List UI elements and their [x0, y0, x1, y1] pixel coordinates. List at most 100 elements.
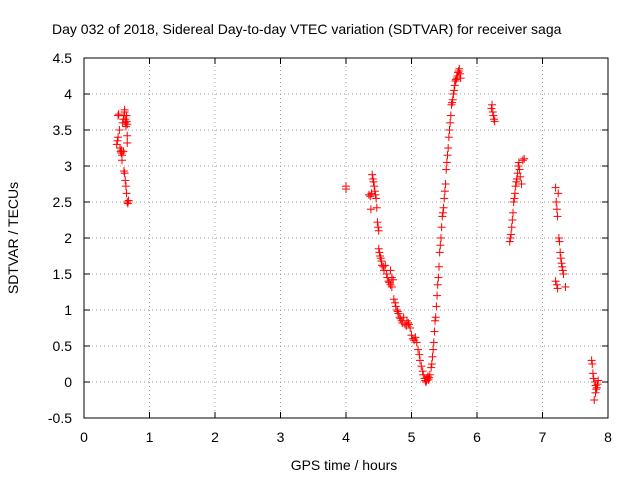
data-point	[557, 259, 566, 268]
data-point	[592, 383, 601, 392]
data-point	[552, 280, 561, 289]
x-tick-labels: 0 1 2 3 4 5 6 7 8	[80, 429, 612, 445]
x-axis-label: GPS time / hours	[291, 457, 398, 473]
data-point	[374, 226, 383, 235]
data-point	[591, 381, 600, 390]
data-point	[369, 177, 378, 186]
data-point	[124, 196, 133, 205]
data-point	[374, 223, 383, 232]
data-point	[551, 183, 560, 192]
y-tick-label: 0	[64, 374, 72, 390]
data-point	[438, 212, 447, 221]
data-point	[553, 284, 562, 293]
y-tick-label: 1	[64, 302, 72, 318]
data-point	[366, 205, 375, 214]
data-point	[510, 194, 519, 203]
data-point	[117, 146, 126, 155]
data-point	[387, 273, 396, 282]
data-point	[588, 369, 597, 378]
data-point	[514, 158, 523, 167]
data-point	[435, 248, 444, 257]
data-point	[518, 156, 527, 165]
data-point	[382, 270, 391, 278]
data-point	[489, 111, 498, 120]
data-point	[558, 266, 567, 275]
data-point	[418, 367, 427, 376]
data-point	[455, 64, 464, 73]
data-point	[387, 282, 396, 291]
data-point	[449, 90, 458, 98]
data-point	[123, 131, 132, 140]
data-point	[368, 170, 377, 179]
data-point	[445, 126, 454, 134]
data-point	[442, 158, 451, 167]
data-point	[394, 309, 403, 318]
data-point	[121, 122, 130, 131]
data-point	[396, 314, 405, 323]
data-point	[444, 144, 453, 152]
data-point	[121, 182, 130, 191]
data-point	[592, 385, 601, 394]
data-point	[558, 262, 567, 271]
data-point	[404, 318, 413, 327]
x-tick-label: 3	[277, 429, 285, 445]
data-point	[115, 126, 124, 134]
data-point	[561, 282, 570, 291]
data-point	[517, 180, 526, 188]
data-point	[446, 111, 455, 120]
data-point	[551, 277, 560, 286]
data-point	[342, 185, 350, 194]
data-point	[555, 237, 564, 246]
data-point	[505, 237, 514, 246]
data-point	[510, 189, 519, 198]
data-point	[589, 374, 598, 383]
y-tick-label: -0.5	[48, 410, 72, 426]
x-tick-label: 0	[80, 429, 88, 445]
data-point	[123, 120, 132, 129]
data-point	[123, 198, 132, 206]
y-tick-label: 1.5	[53, 266, 73, 282]
data-point	[490, 115, 499, 124]
plot-frame	[83, 57, 609, 419]
y-tick-labels: -0.5 0 0.5 1 1.5 2 2.5 3 3.5 4 4.5	[48, 50, 72, 426]
data-point	[120, 169, 129, 178]
data-point	[416, 356, 425, 365]
data-point	[438, 208, 447, 217]
x-tick-label: 4	[342, 429, 350, 445]
data-point	[588, 360, 597, 368]
data-point	[587, 356, 596, 365]
data-point	[372, 194, 381, 203]
data-point	[428, 352, 437, 361]
x-tick-label: 7	[539, 429, 547, 445]
data-point	[427, 363, 436, 372]
data-point	[447, 100, 456, 109]
data-point	[487, 104, 496, 113]
y-tick-label: 0.5	[53, 338, 73, 354]
data-point	[490, 117, 499, 126]
data-point	[379, 262, 388, 271]
data-point	[417, 362, 426, 371]
data-point	[593, 380, 602, 389]
data-point	[393, 307, 402, 316]
data-point	[443, 151, 452, 160]
x-tick-label: 2	[211, 429, 219, 445]
data-point	[514, 162, 523, 170]
data-point	[511, 182, 520, 191]
data-point	[376, 252, 385, 260]
data-point	[435, 262, 444, 271]
data-point	[375, 248, 384, 257]
data-point	[121, 118, 130, 127]
data-point	[431, 313, 440, 322]
data-point	[399, 313, 408, 322]
data-point	[515, 165, 524, 174]
chart-title: Day 032 of 2018, Sidereal Day-to-day VTE…	[52, 21, 562, 37]
data-point	[590, 396, 599, 404]
data-point	[373, 218, 382, 227]
data-point	[117, 156, 126, 165]
data-point	[507, 230, 516, 239]
data-point	[454, 68, 463, 77]
data-point	[114, 110, 123, 119]
data-point	[439, 203, 448, 212]
data-point	[440, 194, 449, 203]
